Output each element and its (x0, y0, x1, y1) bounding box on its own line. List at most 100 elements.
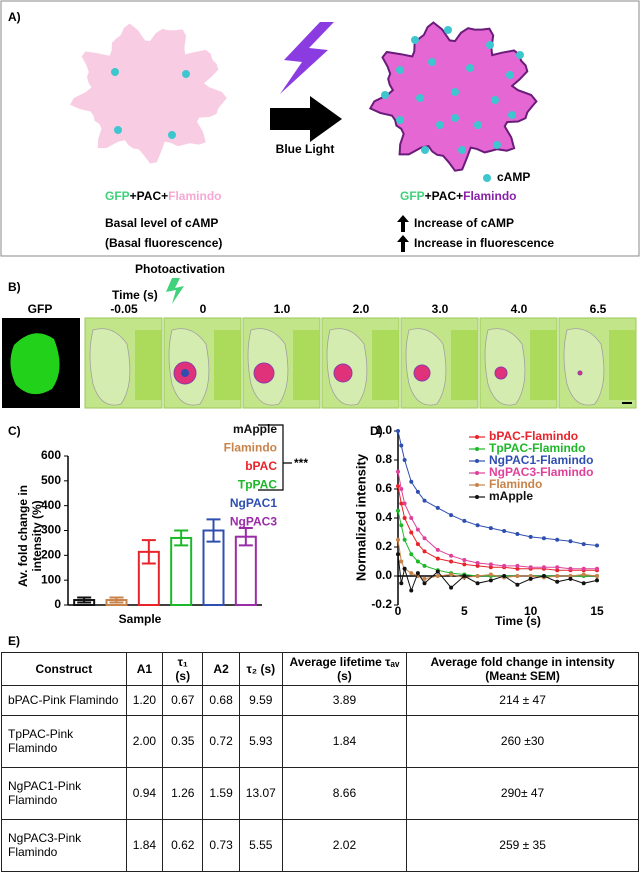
point (488, 565, 493, 570)
x-axis-title: Time (s) (495, 614, 541, 628)
category-label: mApple (233, 422, 277, 436)
point (541, 565, 546, 570)
x-tick-label: 10 (524, 604, 538, 618)
header-cell: τ₁ (s) (162, 652, 204, 686)
lightning-icon (280, 22, 334, 94)
point (402, 501, 407, 506)
camp-dot (491, 96, 499, 104)
cell: 259 ± 35 (406, 818, 639, 873)
point (396, 429, 400, 433)
error-bar (77, 596, 92, 604)
cells (70, 21, 538, 172)
point (449, 553, 454, 558)
y-tick-label: 0.2 (375, 539, 392, 553)
point (399, 523, 404, 528)
legend-marker (475, 447, 479, 451)
y-tick-label: -0.2 (371, 597, 392, 611)
cell: 260 ±30 (406, 714, 639, 768)
point (528, 574, 533, 578)
spot (494, 366, 508, 380)
point (399, 487, 404, 491)
legend-marker (475, 459, 479, 463)
point (502, 574, 507, 578)
point (555, 568, 560, 573)
y-tick-label: 1.0 (375, 423, 392, 437)
cell: 1.20 (125, 685, 164, 716)
camp-dot (114, 126, 122, 134)
frame-glow (214, 330, 241, 400)
camp-dot (451, 114, 459, 122)
point (528, 565, 533, 570)
point (435, 505, 440, 510)
cell: NgPAC3-Pink Flamindo (1, 818, 127, 873)
bar-chart: 0 100 200 300 400 500 600 mApple Flamindo bPAC TpP… (41, 422, 308, 626)
camp-dot (444, 26, 452, 34)
construct: GFP+PAC+Flamindo (400, 189, 516, 203)
point (402, 458, 407, 462)
error-bar (174, 529, 189, 547)
frame-time: 6.5 (590, 302, 607, 316)
point (488, 526, 493, 531)
point (541, 574, 546, 578)
camp-dot (182, 70, 190, 78)
camp-dot (466, 64, 474, 72)
text: Increase in fluorescence (414, 236, 554, 250)
cell: 0.94 (125, 766, 164, 820)
time-label: Time (s) (112, 288, 158, 302)
point (475, 574, 480, 578)
cell: 0.35 (162, 714, 204, 768)
point (568, 576, 573, 581)
point (415, 542, 420, 547)
point (475, 560, 480, 565)
point (528, 576, 533, 581)
category-label: TpPAC (238, 478, 277, 492)
figure-graphics: A) Blue Light cAMP GFP+PAC+Flamindo Basa… (0, 0, 640, 628)
point (399, 559, 404, 564)
point (415, 571, 420, 576)
flamindo: Flamindo (463, 189, 516, 203)
point (409, 552, 414, 557)
photoactivation: Photoactivation (135, 262, 225, 276)
point (528, 534, 533, 539)
y-tick-label: 600 (41, 448, 61, 462)
frame-glow (135, 330, 162, 400)
category-label: NgPAC3 (230, 515, 277, 529)
point (396, 469, 400, 474)
camp-dot (411, 36, 419, 44)
x-tick-label: 15 (590, 604, 604, 618)
y-axis-title: Av. fold change in intensity (%) (16, 485, 44, 588)
point (449, 559, 454, 564)
panel-label: B) (8, 280, 21, 294)
point (449, 572, 454, 577)
legend-label: Flamindo (489, 477, 542, 491)
frame-time: 0 (200, 302, 207, 316)
point (422, 576, 427, 581)
cell-outline (563, 328, 605, 406)
cell: 5.55 (238, 818, 283, 873)
point (409, 571, 414, 576)
point (568, 539, 573, 544)
cell: 290± 47 (406, 766, 639, 820)
cell: 0.67 (162, 685, 204, 716)
row: bPAC-Pink Flamindo 1.20 0.67 0.68 9.59 3.89 21… (1, 685, 639, 716)
point (415, 489, 420, 494)
point (515, 566, 520, 571)
point (435, 547, 440, 552)
gfp: GFP (400, 189, 425, 203)
cell-outline (89, 328, 131, 406)
arrow-label: Blue Light (276, 142, 335, 156)
point (402, 537, 407, 542)
flash-icon (166, 278, 184, 304)
point (402, 516, 407, 520)
camp-dot (451, 88, 459, 96)
point (462, 558, 467, 563)
cell: 0.62 (162, 818, 204, 873)
frame-time: 2.0 (353, 302, 370, 316)
point (409, 530, 414, 535)
error-bar (109, 596, 124, 604)
point (415, 527, 420, 532)
panel-label: D) (370, 424, 383, 438)
point (435, 569, 440, 574)
legend-label: mApple (489, 489, 533, 503)
panel-a-frame (0, 0, 640, 257)
